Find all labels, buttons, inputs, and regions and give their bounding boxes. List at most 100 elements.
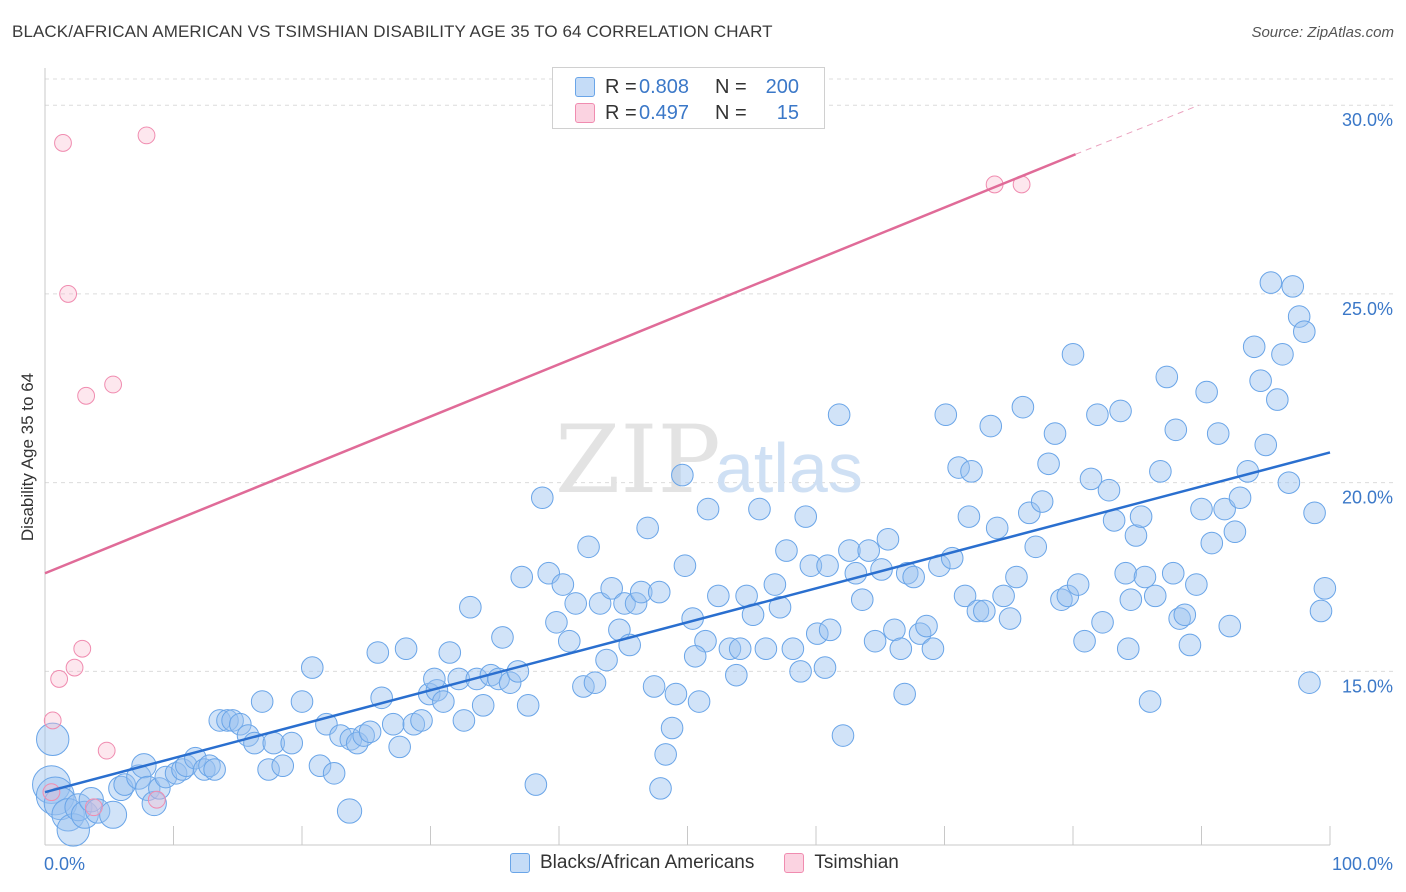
x-tick-label: 0.0% — [44, 854, 85, 874]
point-blacks — [624, 592, 648, 615]
point-blacks — [831, 724, 855, 747]
r-value: 0.808 — [639, 75, 690, 98]
point-blacks — [838, 539, 861, 562]
point-blacks — [1277, 471, 1301, 494]
point-blacks — [56, 813, 90, 847]
point-blacks — [1173, 603, 1197, 627]
point-blacks — [1178, 633, 1202, 657]
source-label: Source: ZipAtlas.com — [1251, 24, 1394, 41]
point-blacks — [1254, 433, 1278, 457]
point-blacks — [1079, 467, 1103, 491]
point-blacks — [1206, 422, 1230, 445]
y-tick-label: 20.0% — [1342, 488, 1393, 508]
point-blacks — [915, 614, 938, 638]
point-blacks — [707, 584, 730, 608]
point-blacks — [1124, 524, 1148, 547]
point-tsimshian — [50, 670, 69, 688]
chart-title: BLACK/AFRICAN AMERICAN VS TSIMSHIAN DISA… — [12, 22, 773, 41]
point-blacks — [280, 731, 304, 755]
point-blacks — [358, 720, 382, 744]
point-blacks — [908, 622, 932, 645]
y-tick-label: 15.0% — [1342, 676, 1393, 696]
point-blacks — [510, 565, 534, 589]
n-label: N = — [715, 75, 747, 98]
point-blacks — [370, 686, 393, 710]
point-blacks — [883, 618, 906, 642]
point-blacks — [438, 641, 462, 664]
point-blacks — [498, 671, 522, 694]
point-blacks — [1050, 588, 1073, 611]
point-blacks — [1271, 343, 1294, 366]
point-blacks — [36, 722, 70, 757]
point-blacks — [551, 573, 575, 596]
point-blacks — [308, 754, 332, 778]
point-blacks — [322, 761, 346, 785]
n-value: 200 — [765, 75, 799, 98]
point-blacks — [99, 800, 128, 829]
point-blacks — [805, 622, 829, 645]
point-blacks — [108, 775, 134, 802]
point-blacks — [893, 682, 916, 706]
point-blacks — [1213, 497, 1236, 521]
point-blacks — [1119, 588, 1143, 611]
point-blacks — [113, 773, 136, 796]
point-blacks — [934, 403, 958, 427]
point-blacks — [827, 403, 851, 427]
x-tick-label: 100.0% — [1332, 854, 1393, 874]
point-tsimshian — [42, 783, 61, 802]
point-blacks — [979, 414, 1003, 438]
point-tsimshian — [73, 639, 92, 658]
point-tsimshian — [137, 126, 156, 145]
trend-line-blacks — [44, 451, 1331, 794]
point-blacks — [799, 554, 823, 577]
point-blacks — [973, 599, 996, 623]
point-blacks — [135, 775, 161, 802]
point-blacks — [471, 694, 495, 717]
legend-item-blacks: Blacks/African Americans — [510, 852, 754, 874]
point-blacks — [336, 798, 363, 824]
point-blacks — [1097, 478, 1121, 502]
point-blacks — [921, 637, 945, 661]
point-blacks — [763, 573, 787, 596]
point-blacks — [947, 456, 970, 479]
point-blacks — [1061, 343, 1085, 366]
point-blacks — [452, 709, 476, 732]
point-blacks — [1309, 599, 1333, 623]
point-blacks — [300, 656, 324, 679]
point-blacks — [673, 554, 697, 577]
point-blacks — [1030, 490, 1054, 513]
r-label: R = — [605, 75, 637, 98]
point-tsimshian — [43, 711, 62, 730]
point-blacks — [250, 690, 274, 713]
point-blacks — [687, 690, 711, 713]
point-blacks — [1011, 395, 1035, 419]
point-blacks — [857, 539, 880, 562]
point-tsimshian — [54, 134, 72, 152]
point-blacks — [545, 611, 568, 634]
legend-label-blacks: Blacks/African Americans — [540, 852, 755, 873]
point-blacks — [654, 743, 677, 766]
point-blacks — [271, 754, 295, 778]
legend-row-tsimshian: R = 0.497 N = 15 — [575, 100, 799, 126]
point-blacks — [683, 644, 707, 668]
point-tsimshian — [97, 741, 116, 760]
point-blacks — [998, 607, 1022, 630]
point-blacks — [1313, 577, 1337, 600]
point-blacks — [352, 724, 375, 747]
point-blacks — [1298, 671, 1321, 694]
point-blacks — [1161, 561, 1185, 585]
point-blacks — [789, 660, 812, 683]
point-blacks — [1164, 418, 1188, 442]
point-blacks — [1228, 486, 1252, 510]
point-blacks — [863, 629, 887, 653]
point-blacks — [818, 618, 842, 642]
point-blacks — [229, 712, 252, 736]
point-blacks — [647, 580, 671, 604]
point-blacks — [1102, 509, 1126, 532]
point-tsimshian — [84, 798, 103, 817]
legend-swatch-pink — [575, 103, 595, 123]
point-blacks — [524, 773, 548, 796]
point-blacks — [577, 535, 600, 559]
point-blacks — [1218, 614, 1242, 638]
